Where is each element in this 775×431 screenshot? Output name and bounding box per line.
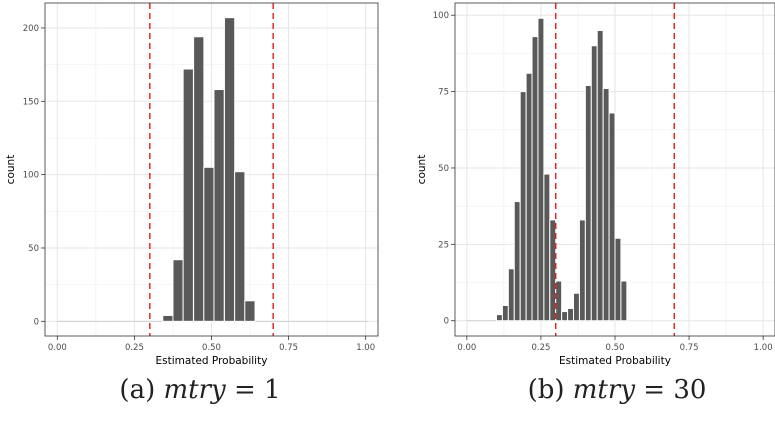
x-tick-label: 1.00 [356, 343, 375, 353]
y-tick-label: 200 [23, 24, 39, 34]
caption-b-var: mtry [572, 375, 636, 405]
caption-b: (b) mtry = 30 [467, 375, 767, 405]
histogram-bar [620, 280, 628, 322]
y-axis-title: count [5, 155, 17, 185]
histogram-a-chart: 0.00 0.25 0.50 0.75 1.00 0 50 100 150 200 Estimate… [5, 2, 379, 367]
caption-b-label: (b) [527, 375, 565, 405]
y-tick-label: 75 [438, 88, 449, 98]
histogram-bar [244, 300, 256, 322]
histogram-bar [567, 308, 575, 322]
histogram-b-chart: 0.00 0.25 0.50 0.75 1.00 0 25 50 75 100 Estimated … [416, 2, 775, 367]
caption-a-eq: = 1 [233, 375, 281, 405]
x-axis-title: Estimated Probability [559, 355, 671, 367]
histogram-bar [543, 173, 551, 322]
histogram-bar [531, 36, 539, 322]
histogram-bar [182, 68, 194, 322]
histogram-bar [162, 314, 174, 322]
y-tick-label: 0 [444, 317, 449, 327]
histogram-bar [513, 201, 521, 322]
histogram-bar [519, 91, 527, 322]
y-tick-label: 0 [34, 317, 39, 327]
histogram-bar [193, 36, 205, 322]
histogram-bar [537, 17, 545, 322]
x-tick-label: 0.00 [48, 343, 67, 353]
histogram-panel-a: 0.00 0.25 0.50 0.75 1.00 0 50 100 150 200 Estimate… [0, 0, 385, 431]
y-axis-title: count [416, 155, 428, 185]
histogram-bar [525, 72, 533, 322]
x-tick-label: 0.50 [606, 343, 625, 353]
histogram-bar [507, 268, 515, 322]
histogram-bar [614, 237, 622, 322]
x-tick-label: 0.25 [531, 343, 550, 353]
x-tick-label: 0.00 [457, 343, 476, 353]
histogram-bar [501, 304, 509, 322]
caption-a-var: mtry [163, 375, 226, 405]
histogram-bar [223, 17, 236, 322]
histogram-bar [203, 166, 215, 322]
histogram-bar [234, 171, 246, 322]
x-tick-label: 1.00 [754, 343, 773, 353]
histogram-panel-b: 0.00 0.25 0.50 0.75 1.00 0 25 50 75 100 Estimated … [392, 0, 775, 431]
histogram-bar [213, 89, 225, 322]
histogram-bar [555, 280, 563, 322]
y-tick-label: 150 [23, 97, 39, 107]
histogram-bar [584, 84, 592, 322]
x-axis-title: Estimated Probability [156, 355, 268, 367]
histogram-bar [590, 45, 598, 322]
y-tick-label: 100 [23, 171, 39, 181]
histogram-bar [495, 314, 503, 322]
x-tick-label: 0.25 [125, 343, 144, 353]
histogram-bar [596, 29, 604, 322]
histogram-bar [561, 311, 569, 322]
x-tick-label: 0.75 [279, 343, 298, 353]
caption-b-eq: = 30 [643, 375, 707, 405]
y-tick-label: 25 [438, 240, 449, 250]
histogram-bar [578, 219, 586, 322]
y-tick-label: 50 [28, 244, 39, 254]
y-tick-label: 50 [438, 164, 449, 174]
histogram-bar [602, 88, 610, 322]
x-tick-label: 0.50 [202, 343, 221, 353]
histogram-bar [172, 259, 184, 322]
caption-a: (a) mtry = 1 [50, 375, 350, 405]
histogram-bar [608, 112, 616, 322]
histogram-bars [57, 17, 369, 322]
x-tick-label: 0.75 [680, 343, 699, 353]
y-tick-label: 100 [433, 11, 449, 21]
caption-a-label: (a) [119, 375, 156, 405]
histogram-bars [466, 17, 628, 322]
histogram-bar [573, 292, 580, 322]
histogram-bar [549, 219, 557, 322]
